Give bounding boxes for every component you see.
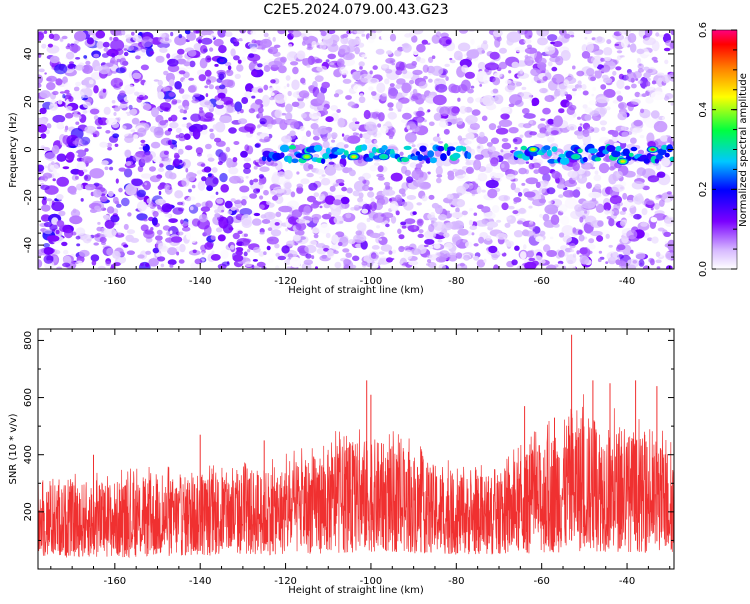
snr-y-label: SNR (10 * v/v) <box>8 413 19 484</box>
snr-frame <box>37 328 675 570</box>
band-peak <box>569 153 582 161</box>
colorbar-scale <box>711 29 738 270</box>
snr-panel: -160 -140 -120 -100 -80 -60 -40 200 400 600 800 H… <box>8 328 675 596</box>
snr-x-tick-label: -140 <box>189 576 212 587</box>
snr-y-tick-label: 200 <box>23 502 34 521</box>
colorbar-tick-label: 0.2 <box>698 181 709 197</box>
snr-x-tick-label: -60 <box>534 576 550 587</box>
heatmap-y-ticks: -40 -20 0 20 40 <box>23 41 674 258</box>
colorbar-tick-label: 0.0 <box>698 261 709 277</box>
snr-y-tick-label: 800 <box>23 331 34 350</box>
band-segment <box>261 143 472 164</box>
snr-x-tick-label: -120 <box>274 576 297 587</box>
heatmap-y-tick-label: 40 <box>23 48 34 61</box>
snr-series <box>38 334 674 559</box>
band-peak <box>616 157 629 165</box>
colorbar-tick-label: 0.4 <box>698 102 709 118</box>
band-peak <box>527 145 540 154</box>
snr-x-tick-label: -100 <box>360 576 383 587</box>
heatmap-y-label: Frequency (Hz) <box>8 112 19 188</box>
band-peak <box>646 145 659 154</box>
heatmap-x-tick-label: -60 <box>534 276 550 287</box>
snr-x-label: Height of straight line (km) <box>288 585 424 596</box>
snr-x-ticks: -160 -140 -120 -100 -80 -60 -40 <box>50 329 671 587</box>
colorbar-ticks: 0.0 0.2 0.4 0.6 <box>698 22 737 277</box>
snr-y-ticks: 200 400 600 800 <box>23 331 674 541</box>
heatmap-cells <box>38 30 674 269</box>
snr-line <box>38 394 674 559</box>
heatmap-y-tick-label: 0 <box>23 146 34 152</box>
heatmap-x-label: Height of straight line (km) <box>288 285 424 296</box>
snr-y-tick-label: 600 <box>23 388 34 407</box>
heatmap-x-ticks: -160 -140 -120 -100 -80 -60 -40 <box>50 30 671 287</box>
heatmap-y-tick-label: -20 <box>23 189 34 205</box>
snr-y-tick-label: 400 <box>23 445 34 464</box>
heatmap-x-tick-label: -140 <box>189 276 212 287</box>
heatmap-y-tick-label: -40 <box>23 237 34 253</box>
snr-x-tick-label: -40 <box>619 576 635 587</box>
heatmap-x-tick-label: -80 <box>448 276 464 287</box>
snr-x-tick-label: -80 <box>448 576 464 587</box>
heatmap-x-tick-label: -100 <box>360 276 383 287</box>
heatmap-x-tick-label: -120 <box>274 276 297 287</box>
colorbar: 0.0 0.2 0.4 0.6 Normalized spectral amplitu… <box>698 22 749 277</box>
heatmap-x-tick-label: -160 <box>103 276 126 287</box>
band-peak <box>347 153 360 161</box>
figure-title: C2E5.2024.079.00.43.G23 <box>263 2 448 18</box>
heatmap-panel: -160 -140 -120 -100 -80 -60 -40 -40 -20 0 20 40 He… <box>8 29 675 296</box>
snr-x-tick-label: -160 <box>103 576 126 587</box>
colorbar-label: Normalized spectral amplitude <box>738 73 749 227</box>
heatmap-band <box>261 143 674 165</box>
band-peak <box>377 153 390 161</box>
colorbar-tick-label: 0.6 <box>698 22 709 38</box>
heatmap-x-tick-label: -40 <box>619 276 635 287</box>
band-peak <box>300 153 313 161</box>
heatmap-y-tick-label: 20 <box>23 95 34 108</box>
